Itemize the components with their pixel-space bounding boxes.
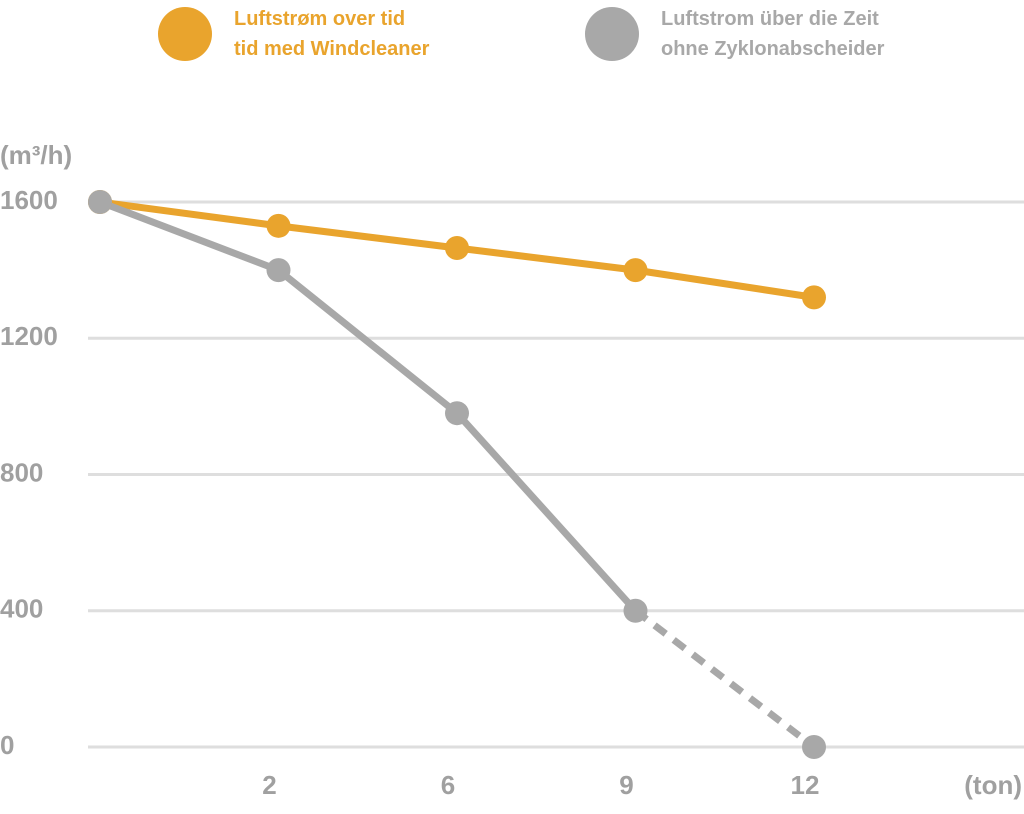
legend-item: Luftstrom über die Zeit ohne Zyklonabsch… xyxy=(585,4,884,64)
line-dashed xyxy=(633,607,817,750)
legend-label: Luftstrom über die Zeit ohne Zyklonabsch… xyxy=(661,8,885,60)
point xyxy=(266,213,291,238)
line xyxy=(98,198,639,614)
y-tick-label: 1600 xyxy=(0,185,58,215)
point xyxy=(445,401,469,426)
legend-label: Luftstrøm over tid tid med Windcleaner xyxy=(234,8,430,60)
x-tick-label: 6 xyxy=(441,770,455,800)
y-tick-label: 800 xyxy=(0,457,43,487)
x-tick-label: 2 xyxy=(262,770,276,800)
point xyxy=(88,190,112,214)
y-axis-label: (m³/h) xyxy=(0,140,72,170)
y-tick-label: 400 xyxy=(0,594,43,624)
point xyxy=(445,235,469,260)
point xyxy=(266,258,291,283)
point xyxy=(623,258,648,283)
point xyxy=(802,285,826,310)
legend-marker xyxy=(158,7,212,61)
legend-marker xyxy=(585,7,639,61)
y-tick-label: 1200 xyxy=(0,321,58,351)
legend-item: Luftstrøm over tid tid med Windcleaner xyxy=(158,4,429,64)
x-axis-label: (ton) xyxy=(964,770,1022,800)
y-tick-label: 0 xyxy=(0,730,14,760)
x-tick-label: 12 xyxy=(791,770,820,800)
x-tick-label: 9 xyxy=(619,770,633,800)
point xyxy=(802,735,826,759)
point xyxy=(623,598,648,623)
